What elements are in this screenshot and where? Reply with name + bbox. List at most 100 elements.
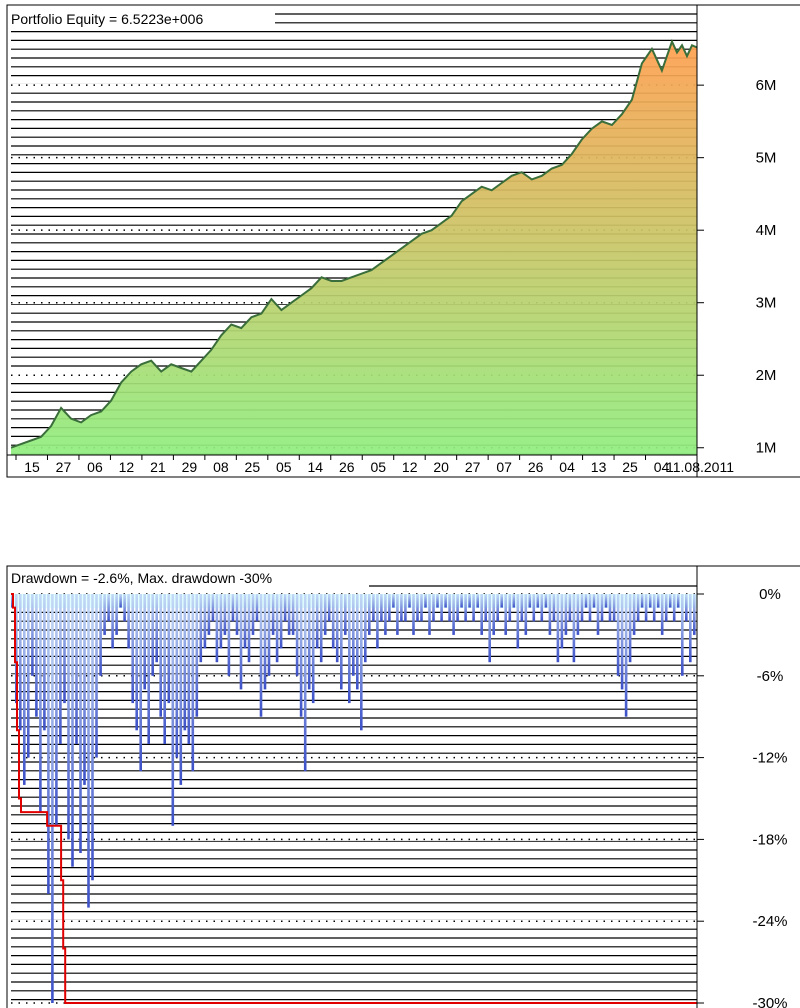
drawdown-bar [139,594,142,772]
drawdown-bar [560,594,564,649]
equity-x-tick-label: 12 [402,459,418,475]
drawdown-bar [444,594,447,608]
drawdown-bar [255,594,259,622]
drawdown-bar [23,594,26,785]
drawdown-bar [556,594,560,663]
drawdown-bar [163,594,166,744]
equity-x-tick-label: 25 [245,459,261,475]
drawdown-bar [652,594,656,622]
drawdown-bar [412,594,415,635]
equity-y-ticks: 1M 2M 3M 4M 5M 6M [697,77,776,457]
drawdown-bar [55,594,58,826]
drawdown-bar [524,594,528,635]
drawdown-bar [512,594,516,608]
drawdown-bar [247,594,251,663]
equity-y-tick-label: 6M [756,77,777,94]
equity-x-tick-label: 05 [370,459,386,475]
drawdown-bar [424,594,427,608]
drawdown-bar [31,594,34,676]
drawdown-bar [315,594,319,649]
drawdown-bar [500,594,503,608]
drawdown-title-box [9,568,369,588]
equity-x-tick-label: 26 [339,459,355,475]
drawdown-bar [520,594,524,622]
drawdown-bar [384,594,387,635]
drawdown-bar [279,594,283,649]
drawdown-bar [540,594,544,622]
drawdown-bar [191,594,195,772]
drawdown-bar [404,594,407,622]
drawdown-bar [504,594,507,635]
drawdown-bar [552,594,556,622]
drawdown-area [11,593,697,1004]
drawdown-bar [344,594,347,635]
drawdown-bar [492,594,495,635]
drawdown-bar [223,594,227,635]
drawdown-bar [35,594,38,717]
drawdown-y-tick-label: 0% [759,586,781,603]
equity-x-tick-label: 27 [465,459,481,475]
drawdown-bar [115,594,118,635]
equity-last-date: 11.08.2011 [666,459,734,475]
drawdown-bar [660,594,664,635]
drawdown-bar [468,594,471,608]
drawdown-bar [111,594,114,649]
drawdown-bar [251,594,255,635]
drawdown-bar [263,594,267,690]
drawdown-bar [183,594,187,731]
drawdown-bar [159,594,162,717]
equity-line [11,38,697,449]
drawdown-bar [107,594,110,622]
drawdown-bar [211,594,215,622]
drawdown-bar [63,594,66,704]
drawdown-bar [456,594,459,622]
equity-x-ticks: 15 27 06 12 21 29 08 25 05 14 26 05 12 20 27 07 26 04 13 25… [15,455,670,475]
drawdown-bar [624,594,628,717]
drawdown-bar [171,594,175,826]
drawdown-bar [39,594,42,813]
drawdown-bar [428,594,431,635]
drawdown-bar [75,594,78,744]
drawdown-bar [227,594,231,676]
drawdown-bar [464,594,467,622]
drawdown-bar [95,594,98,758]
equity-x-tick-label: 08 [213,459,229,475]
drawdown-bar [283,594,287,622]
drawdown-bar [319,594,323,663]
drawdown-bar [612,594,616,622]
drawdown-bar [372,594,375,622]
equity-x-tick-label: 20 [433,459,449,475]
drawdown-bar [311,594,315,704]
drawdown-y-tick-label: -30% [752,995,787,1008]
drawdown-bar [436,594,439,608]
equity-x-tick-label: 26 [528,459,544,475]
drawdown-bar [103,594,106,635]
equity-x-tick-label: 05 [276,459,292,475]
drawdown-bar [685,594,688,622]
drawdown-y-tick-label: -18% [752,831,787,848]
equity-x-tick-label: 04 [654,459,670,475]
drawdown-bar [448,594,451,622]
drawdown-bar [195,594,199,717]
drawdown-bar [123,594,126,622]
drawdown-bar [287,594,291,635]
equity-title-box [9,8,275,28]
drawdown-bar [199,594,203,663]
equity-x-tick-label: 25 [622,459,638,475]
drawdown-bar [532,594,536,622]
drawdown-bar [596,594,600,635]
drawdown-y-tick-label: -12% [752,750,787,767]
equity-y-tick-label: 4M [756,222,777,239]
equity-x-tick-label: 13 [591,459,607,475]
equity-x-tick-label: 06 [87,459,103,475]
equity-x-tick-label: 15 [24,459,40,475]
drawdown-panel: 0% -6% -12% -18% -24% -30% Drawdown = -2.6%, … [6,565,800,1008]
drawdown-bar [155,594,158,663]
drawdown-bar [335,594,339,663]
drawdown-bar [307,594,311,690]
drawdown-bar [303,594,307,772]
drawdown-bar [267,594,271,676]
drawdown-bar [167,594,171,704]
drawdown-bar [420,594,423,622]
